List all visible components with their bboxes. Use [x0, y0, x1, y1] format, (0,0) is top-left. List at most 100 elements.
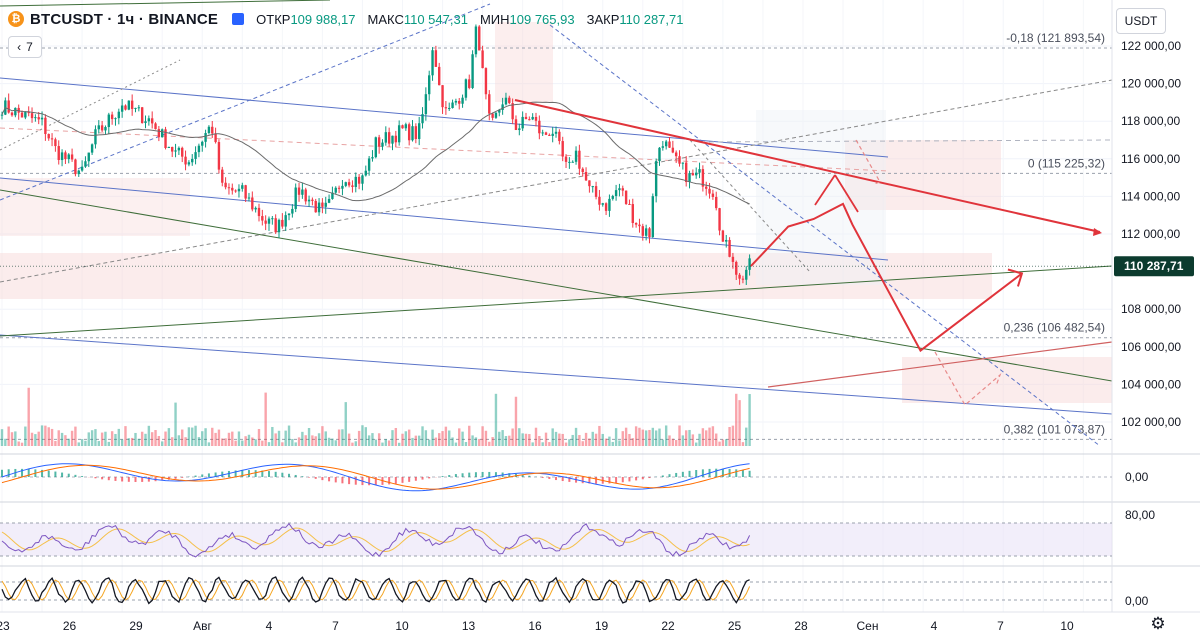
flag-icon[interactable] — [232, 13, 245, 25]
volume-bar — [674, 439, 678, 446]
candle-body — [591, 186, 594, 188]
volume-bar — [548, 442, 551, 446]
candle-body — [584, 172, 588, 181]
volume-bar — [150, 432, 154, 446]
macd-hist-bar — [21, 468, 24, 477]
candle-body — [668, 141, 671, 148]
resistance-red-line — [514, 99, 1101, 233]
volume-bar — [574, 427, 578, 446]
candle-body — [171, 146, 174, 152]
volume-bar — [741, 442, 745, 446]
candle-body — [598, 196, 601, 205]
candle-body — [711, 193, 715, 197]
volume-bar — [327, 437, 331, 446]
symbol-label[interactable]: BTCUSDT · 1ч · BINANCE — [30, 10, 219, 28]
volume-bar — [434, 437, 438, 446]
volume-bar — [591, 431, 594, 446]
volume-bar — [134, 432, 137, 446]
settings-gear-icon[interactable]: ⚙ — [1150, 614, 1166, 633]
volume-bar — [715, 433, 718, 446]
volume-bar — [90, 430, 94, 446]
candle-body — [651, 196, 655, 238]
volume-bar — [598, 425, 601, 446]
macd-hist-bar — [54, 471, 57, 477]
candle-body — [484, 68, 488, 95]
volume-bar — [277, 430, 281, 446]
volume-bar — [468, 425, 471, 446]
candle-body — [224, 182, 227, 188]
candle-body — [534, 116, 538, 121]
candle-body — [301, 189, 304, 195]
zone-support — [0, 253, 992, 299]
volume-bar — [698, 433, 701, 446]
macd-hist-bar — [488, 471, 491, 477]
indicators-toggle-button[interactable]: ‹ 7 — [8, 36, 42, 58]
volume-bar — [64, 435, 67, 446]
macd-hist-bar — [348, 477, 351, 485]
volume-bar — [54, 440, 57, 446]
macd-hist-bar — [474, 472, 477, 477]
candle-body — [504, 97, 508, 105]
candle-body — [271, 218, 274, 220]
macd-hist-bar — [207, 473, 210, 477]
volume-bar — [331, 438, 334, 446]
candle-body — [201, 141, 204, 146]
candle-body — [654, 161, 658, 197]
candle-body — [50, 138, 54, 140]
macd-hist-bar — [668, 474, 671, 477]
candle-body — [514, 119, 518, 131]
candle-body — [100, 125, 104, 131]
candle-body — [508, 97, 511, 104]
volume-bar — [247, 434, 251, 446]
candle-body — [361, 175, 364, 184]
candle-body — [124, 105, 127, 110]
macd-hist-bar — [134, 477, 137, 482]
volume-bar — [528, 434, 531, 446]
stoch-k-line — [1, 576, 750, 605]
volume-bar — [458, 428, 461, 446]
ohlc-close: ЗАКР110 287,71 — [586, 11, 684, 27]
candle-body — [57, 146, 60, 161]
macd-signal-line — [1, 464, 750, 490]
bitcoin-logo-icon: ₿ — [8, 11, 24, 27]
trend-down-line — [0, 189, 1113, 382]
candle-body — [745, 269, 748, 280]
price-tick-label: 108 000,00 — [1121, 302, 1181, 316]
candle-body — [381, 142, 384, 147]
candle-body — [211, 126, 214, 134]
fib-label-1: 0 (115 225,32) — [1028, 156, 1105, 170]
candle-body — [20, 112, 24, 118]
volume-bar — [154, 430, 157, 446]
volume-bar — [167, 428, 171, 446]
candle-body — [658, 147, 661, 162]
candle-body — [7, 100, 10, 113]
candle-body — [84, 161, 87, 167]
volume-bar — [508, 435, 511, 446]
macd-hist-bar — [421, 477, 424, 480]
time-tick-label: 7 — [997, 619, 1004, 633]
candle-body — [317, 202, 321, 213]
macd-hist-bar — [368, 477, 371, 486]
candle-body — [558, 131, 561, 142]
volume-bar — [127, 438, 131, 446]
candle-body — [327, 198, 331, 203]
volume-bar — [284, 430, 287, 446]
candle-body — [134, 107, 137, 109]
macd-hist-bar — [541, 477, 544, 478]
macd-hist-bar — [508, 473, 511, 477]
volume-bar — [521, 433, 524, 446]
candle-body — [548, 134, 551, 136]
currency-selector[interactable]: USDT — [1116, 8, 1166, 34]
candle-body — [464, 79, 468, 98]
candle-body — [324, 202, 327, 207]
candle-body — [664, 141, 668, 147]
volume-bar — [74, 426, 77, 446]
volume-bar — [234, 440, 237, 446]
volume-bar — [140, 431, 144, 446]
macd-hist-bar — [241, 470, 244, 477]
volume-bar — [691, 434, 695, 446]
time-tick-label: 25 — [728, 619, 742, 633]
volume-bar — [498, 431, 501, 446]
candle-body — [184, 156, 187, 165]
